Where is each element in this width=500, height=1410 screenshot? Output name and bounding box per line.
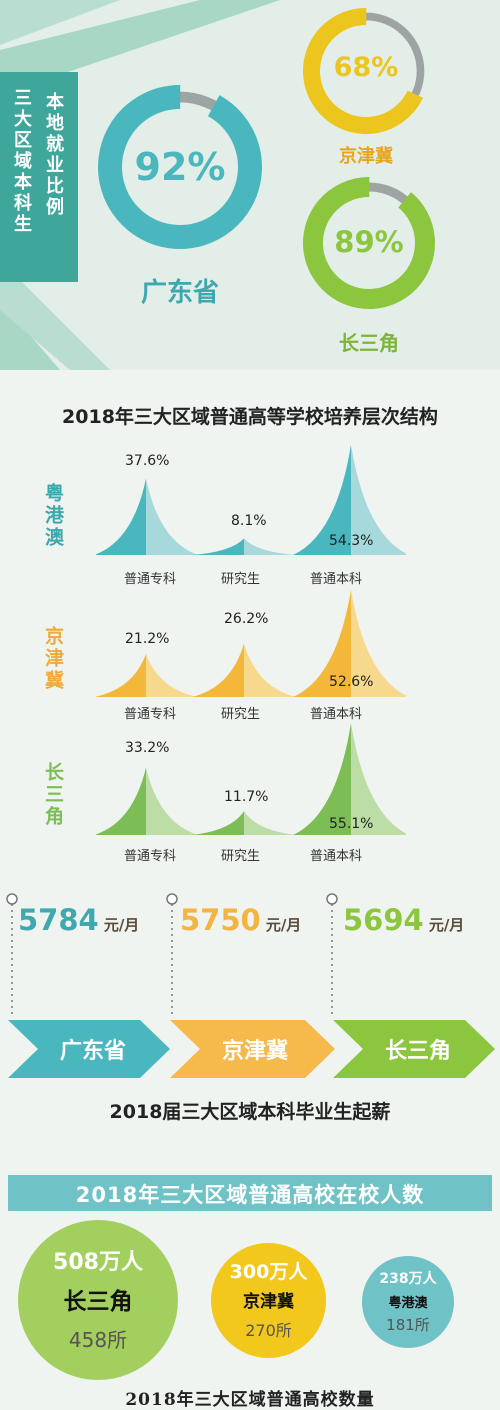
peak-普通本科 [293, 722, 351, 835]
salary-value: 5750 [180, 903, 261, 937]
arrow-label: 广东省 [59, 1039, 126, 1064]
bubble-region: 长三角 [63, 1289, 133, 1315]
ring-changsanjiao [303, 177, 435, 309]
peak-普通专科 [96, 767, 146, 835]
ring-arc [303, 177, 435, 309]
ring-arc [98, 85, 262, 249]
bubble-students: 508万人 [53, 1250, 143, 1275]
value-label: 26.2% [224, 611, 269, 627]
side-label-left: 三大区域本科生 [11, 88, 32, 235]
bubble-schools: 458所 [68, 1328, 128, 1352]
side-label-right: 本地就业比例 [43, 92, 64, 218]
peak-研究生 [192, 643, 244, 697]
salary-guangdong: 5784 元/月 [18, 903, 139, 937]
category-label: 研究生 [221, 707, 261, 722]
structure-title: 2018年三大区域普通高等学校培养层次结构 [62, 406, 438, 428]
peak-shade [244, 538, 296, 555]
group-label: 京津冀 [42, 626, 64, 692]
category-label: 研究生 [221, 849, 261, 864]
salary-value: 5784 [18, 903, 99, 937]
bubble-region: 粤港澳 [388, 1296, 428, 1311]
category-label: 普通本科 [310, 849, 363, 864]
salary-value: 5694 [343, 903, 424, 937]
ring-jingjinji [303, 8, 429, 134]
peak-shade [146, 767, 198, 835]
bubble-changsanjiao: 508万人 长三角 458所 [18, 1220, 178, 1380]
decor-stripes [0, 0, 280, 370]
enrollment-footer: 2018年三大区域普通高校数量 [125, 1390, 375, 1410]
salary-unit: 元/月 [265, 916, 302, 934]
category-label: 普通专科 [124, 572, 177, 587]
peak-shade [351, 589, 406, 697]
bubble-students: 238万人 [379, 1271, 437, 1287]
arrow-label: 京津冀 [221, 1039, 288, 1064]
bubble-students: 300万人 [229, 1261, 308, 1283]
value-label: 52.6% [329, 674, 374, 690]
salary-changsanjiao: 5694 元/月 [343, 903, 464, 937]
bubble-region: 京津冀 [243, 1292, 294, 1312]
ring-jingjinji-percent: 68% [333, 52, 399, 83]
peak-shade [351, 444, 406, 555]
salary-jingjinji: 5750 元/月 [180, 903, 301, 937]
peak-研究生 [192, 538, 244, 555]
value-label: 55.1% [329, 816, 374, 832]
value-label: 8.1% [231, 513, 267, 529]
ring-changsanjiao-percent: 89% [334, 225, 404, 259]
peak-研究生 [192, 811, 244, 835]
ring-jingjinji-region: 京津冀 [339, 146, 393, 167]
category-label: 普通本科 [310, 707, 363, 722]
group-label: 长三角 [42, 762, 64, 828]
salary-unit: 元/月 [103, 916, 140, 934]
peak-shade [146, 653, 198, 697]
category-label: 研究生 [221, 572, 261, 587]
peak-shade [146, 478, 198, 555]
group-label: 粤港澳 [42, 483, 64, 549]
ring-changsanjiao-region: 长三角 [339, 331, 399, 355]
peaks-chart [96, 722, 406, 835]
salary-arrows [8, 1020, 495, 1078]
peak-shade [351, 722, 406, 835]
bubble-jingjinji: 300万人 京津冀 270所 [211, 1243, 326, 1358]
enrollment-title: 2018年三大区域普通高校在校人数 [75, 1183, 425, 1207]
ring-guangdong-percent: 92% [134, 145, 226, 189]
bubble-schools: 181所 [386, 1316, 430, 1334]
peak-普通专科 [96, 653, 146, 697]
employment-section: 三大区域本科生 本地就业比例 92% 广东省 68% 京津冀 89% 长三角 [0, 0, 500, 370]
bubble-yuegangao: 238万人 粤港澳 181所 [362, 1256, 454, 1348]
value-label: 21.2% [125, 631, 170, 647]
category-label: 普通本科 [310, 572, 363, 587]
peaks-chart [96, 444, 406, 555]
peak-shade [244, 643, 296, 697]
peak-shade [244, 811, 296, 835]
bubble-schools: 270所 [245, 1321, 292, 1340]
peak-普通本科 [293, 444, 351, 555]
value-label: 54.3% [329, 533, 374, 549]
category-label: 普通专科 [124, 849, 177, 864]
ring-guangdong [98, 85, 262, 249]
peak-普通专科 [96, 478, 146, 555]
salary-unit: 元/月 [428, 916, 465, 934]
side-panel [0, 72, 78, 282]
salary-markers [6, 893, 338, 1018]
value-label: 11.7% [224, 789, 269, 805]
arrow-label: 长三角 [384, 1039, 451, 1064]
value-label: 33.2% [125, 740, 170, 756]
enrollment-title-bar [8, 1175, 492, 1211]
ring-guangdong-region: 广东省 [140, 278, 219, 308]
peak-普通本科 [293, 589, 351, 697]
category-label: 普通专科 [124, 707, 177, 722]
salary-title: 2018届三大区域本科毕业生起薪 [109, 1101, 391, 1123]
peaks-chart [96, 589, 406, 697]
value-label: 37.6% [125, 453, 170, 469]
